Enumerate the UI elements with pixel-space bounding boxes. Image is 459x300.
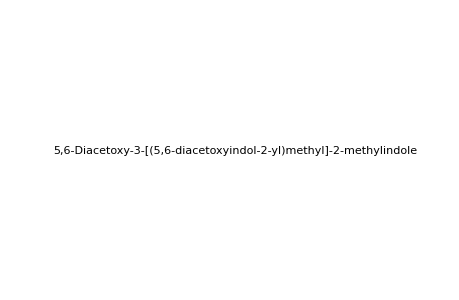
Text: 5,6-Diacetoxy-3-[(5,6-diacetoxyindol-2-yl)methyl]-2-methylindole: 5,6-Diacetoxy-3-[(5,6-diacetoxyindol-2-y… — [54, 146, 417, 157]
